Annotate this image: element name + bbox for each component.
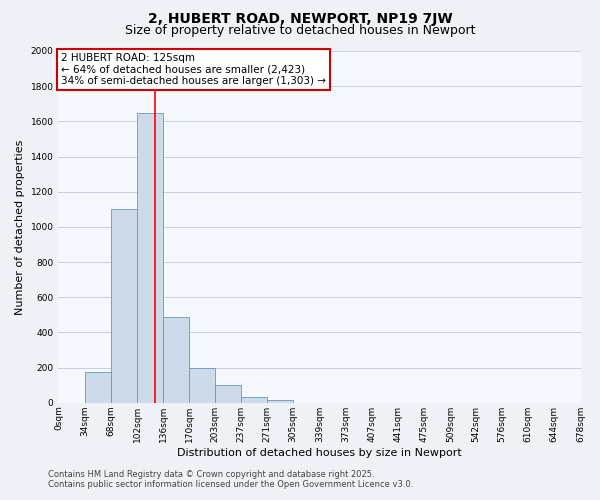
Text: Contains HM Land Registry data © Crown copyright and database right 2025.
Contai: Contains HM Land Registry data © Crown c… <box>48 470 413 489</box>
Bar <box>137 112 163 403</box>
Y-axis label: Number of detached properties: Number of detached properties <box>15 139 25 314</box>
X-axis label: Distribution of detached houses by size in Newport: Distribution of detached houses by size … <box>177 448 462 458</box>
Bar <box>241 396 267 403</box>
Bar <box>267 400 293 403</box>
Text: Size of property relative to detached houses in Newport: Size of property relative to detached ho… <box>125 24 475 37</box>
Bar <box>163 316 190 403</box>
Bar <box>215 385 241 403</box>
Text: 2 HUBERT ROAD: 125sqm
← 64% of detached houses are smaller (2,423)
34% of semi-d: 2 HUBERT ROAD: 125sqm ← 64% of detached … <box>61 53 326 86</box>
Bar <box>85 372 111 403</box>
Bar <box>111 210 137 403</box>
Bar <box>190 368 215 403</box>
Text: 2, HUBERT ROAD, NEWPORT, NP19 7JW: 2, HUBERT ROAD, NEWPORT, NP19 7JW <box>148 12 452 26</box>
